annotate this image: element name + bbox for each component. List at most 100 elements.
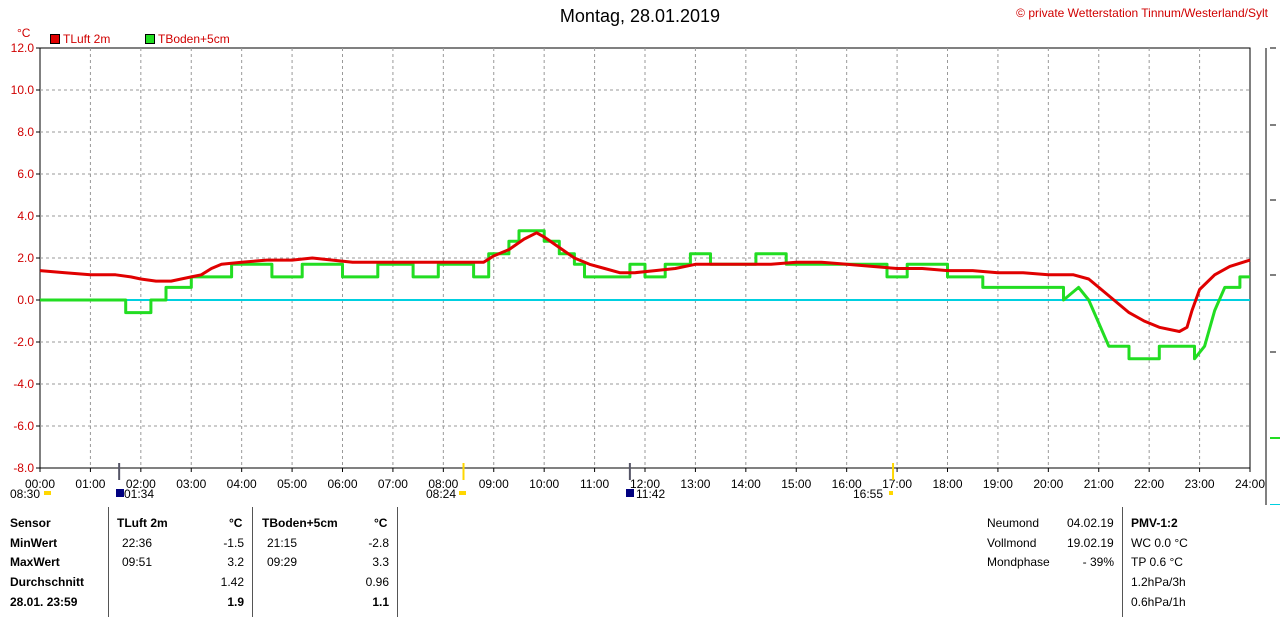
y-tick-label: 8.0 <box>17 125 34 139</box>
sun-icon <box>44 491 51 495</box>
sunrise-icon <box>459 491 466 495</box>
y-tick-label: 10.0 <box>11 83 35 97</box>
new-moon-date: 04.02.19 <box>1067 516 1114 530</box>
page-title: Montag, 28.01.2019 <box>559 6 721 26</box>
tluft-unit: °C <box>229 516 243 530</box>
y-tick-label: 2.0 <box>17 251 34 265</box>
moon-icon <box>116 489 124 497</box>
full-moon-date: 19.02.19 <box>1067 536 1114 550</box>
stats-panel: Sensor MinWert MaxWert Durchschnitt 28.0… <box>0 505 1280 621</box>
y-tick-label: 4.0 <box>17 209 34 223</box>
y-tick-label: -6.0 <box>13 419 34 433</box>
sunset-icon <box>889 491 893 495</box>
x-tick-label: 18:00 <box>932 477 962 491</box>
x-tick-label: 22:00 <box>1134 477 1164 491</box>
legend-swatch-tboden <box>145 34 155 44</box>
x-tick-label: 16:00 <box>832 477 862 491</box>
y-tick-label: 0.0 <box>17 293 34 307</box>
x-tick-label: 08:00 <box>428 477 458 491</box>
x-tick-label: 17:00 <box>882 477 912 491</box>
divider <box>108 507 109 617</box>
tboden-last: 1.1 <box>372 595 389 609</box>
moonrise-label: 01:34 <box>124 487 154 501</box>
x-tick-label: 23:00 <box>1185 477 1215 491</box>
tboden-avg: 0.96 <box>365 575 389 589</box>
tluft-min: -1.5 <box>223 536 244 550</box>
tluft-last: 1.9 <box>227 595 244 609</box>
moonset-label: 11:42 <box>636 487 665 501</box>
divider <box>252 507 253 617</box>
new-moon-label: Neumond <box>987 516 1040 530</box>
last-label: 28.01. 23:59 <box>10 595 78 609</box>
tboden-max-time: 09:29 <box>267 555 298 569</box>
x-tick-label: 07:00 <box>378 477 408 491</box>
x-tick-label: 00:00 <box>25 477 55 491</box>
pressure-1h: 0.6hPa/1h <box>1131 595 1186 609</box>
moon-phase-label: Mondphase <box>987 555 1050 569</box>
y-tick-label: -8.0 <box>13 461 34 475</box>
dew-point: TP 0.6 °C <box>1131 555 1183 569</box>
legend-label-tboden: TBoden+5cm <box>158 32 230 46</box>
moon-phase-value: - 39% <box>1082 555 1114 569</box>
series-line-tboden <box>40 229 1250 361</box>
right-scale-marks <box>1265 47 1280 505</box>
tboden-max: 3.3 <box>372 555 389 569</box>
tboden-unit: °C <box>374 516 388 530</box>
x-tick-label: 12:00 <box>630 477 660 491</box>
tboden-min-time: 21:15 <box>267 536 298 550</box>
legend-label-tluft: TLuft 2m <box>63 32 111 46</box>
min-label: MinWert <box>10 536 58 550</box>
y-tick-label: -4.0 <box>13 377 34 391</box>
legend-swatch-tluft <box>50 34 60 44</box>
y-tick-label: 12.0 <box>11 41 35 55</box>
x-tick-label: 01:00 <box>75 477 105 491</box>
x-tick-label: 13:00 <box>680 477 710 491</box>
x-axis-ticks: 00:00 01:00 02:00 03:00 04:00 05:00 06:00 07:00… <box>25 468 1265 491</box>
tluft-avg: 1.42 <box>220 575 244 589</box>
x-tick-label: 04:00 <box>227 477 257 491</box>
y-unit-label: °C <box>17 26 31 40</box>
legend-item-tboden: TBoden+5cm <box>145 32 230 46</box>
x-tick-label: 20:00 <box>1033 477 1063 491</box>
copyright-note: © private Wetterstation Tinnum/Westerlan… <box>1016 6 1268 20</box>
full-moon-label: Vollmond <box>987 536 1037 550</box>
sensor-label: Sensor <box>10 516 51 530</box>
x-tick-label: 21:00 <box>1084 477 1114 491</box>
x-tick-label: 03:00 <box>176 477 206 491</box>
x-tick-label: 24:00 <box>1235 477 1265 491</box>
x-tick-label: 05:00 <box>277 477 307 491</box>
avg-label: Durchschnitt <box>10 575 85 589</box>
y-axis-ticks: 12.0 10.0 8.0 6.0 4.0 2.0 0.0 -2.0 -4.0 -6.0 -8.0 <box>11 41 40 475</box>
series-line-tluft <box>39 231 1251 333</box>
x-tick-label: 11:00 <box>580 477 609 491</box>
pmv-header: PMV-1:2 <box>1131 516 1178 530</box>
tboden-header: TBoden+5cm <box>262 516 338 530</box>
sunset-label: 16:55 <box>853 487 883 501</box>
x-tick-label: 19:00 <box>983 477 1013 491</box>
max-label: MaxWert <box>10 555 60 569</box>
x-tick-label: 10:00 <box>529 477 559 491</box>
sun-moon-markers: 08:30 01:34 08:24 11:42 16:55 <box>10 463 895 501</box>
tluft-min-time: 22:36 <box>122 536 153 550</box>
x-tick-label: 14:00 <box>731 477 761 491</box>
sunrise-label: 08:24 <box>426 487 456 501</box>
temperature-chart: 12.010.08.06.04.02.00.0-2.0-4.0-6.0-8.0 … <box>10 41 1280 505</box>
pressure-3h: 1.2hPa/3h <box>1131 575 1186 589</box>
legend-item-tluft: TLuft 2m <box>50 32 110 46</box>
y-tick-label: 6.0 <box>17 167 34 181</box>
x-tick-label: 06:00 <box>327 477 357 491</box>
prev-time-label: 08:30 <box>10 487 40 501</box>
tluft-max-time: 09:51 <box>122 555 153 569</box>
divider <box>397 507 398 617</box>
tluft-max: 3.2 <box>227 555 244 569</box>
wind-chill: WC 0.0 °C <box>1131 536 1188 550</box>
series-lines <box>39 229 1251 361</box>
moonset-icon <box>626 489 634 497</box>
divider <box>1122 507 1123 617</box>
x-tick-label: 15:00 <box>781 477 811 491</box>
x-tick-label: 02:00 <box>126 477 156 491</box>
tluft-header: TLuft 2m <box>117 516 168 530</box>
x-tick-label: 09:00 <box>479 477 509 491</box>
y-tick-label: -2.0 <box>13 335 34 349</box>
tboden-min: -2.8 <box>368 536 389 550</box>
